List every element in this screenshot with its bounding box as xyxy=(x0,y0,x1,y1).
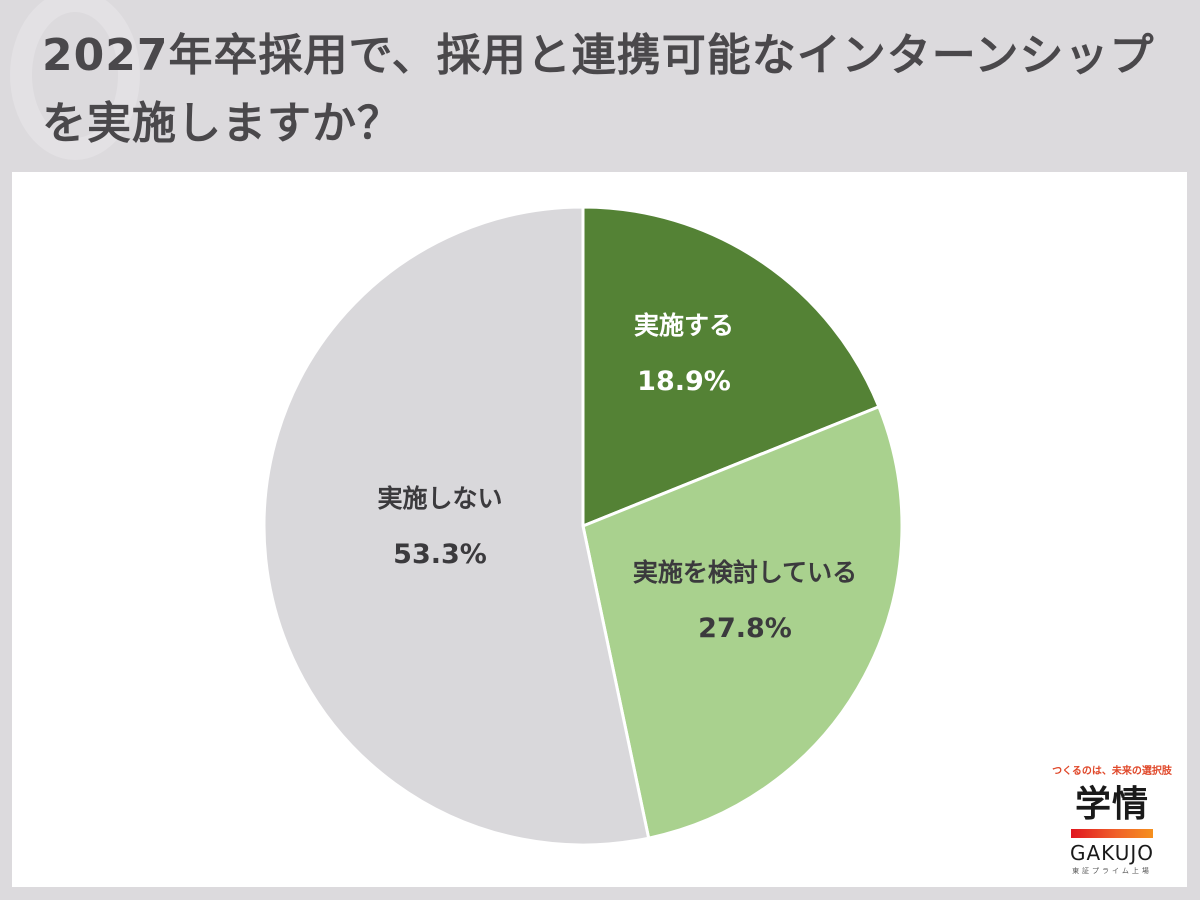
logo-kanji: 学情 xyxy=(1074,784,1149,825)
slice-label-not-implement: 実施しない 53.3% xyxy=(377,471,502,583)
chart-title: 2027年卒採用で、採用と連携可能なインターンシップを実施しますか？ xyxy=(42,30,1155,149)
slice-label-implement: 実施する 18.9% xyxy=(634,298,734,410)
slice-label-implement-pct: 18.9% xyxy=(637,366,731,397)
slice-label-considering: 実施を検討している 27.8% xyxy=(633,545,857,657)
slice-label-considering-pct: 27.8% xyxy=(698,613,792,644)
logo-tagline: つくるのは、未来の選択肢 xyxy=(1052,766,1172,777)
logo-english: GAKUJO xyxy=(1069,841,1155,865)
logo-subcaption: 東証プライム上場 xyxy=(1072,867,1152,875)
pie-slice-not-implement xyxy=(262,205,651,847)
pie-slice-considering xyxy=(581,405,904,840)
slice-label-not-implement-pct: 53.3% xyxy=(393,539,487,570)
slice-label-not-implement-name: 実施しない xyxy=(377,484,503,513)
gakujo-logo: つくるのは、未来の選択肢 学情 GAKUJO 東証プライム上場 xyxy=(1052,762,1172,876)
pie-slice-implement xyxy=(581,205,881,528)
slice-label-implement-name: 実施する xyxy=(633,311,735,340)
pie-slices xyxy=(262,205,904,847)
logo-gradient-bar xyxy=(1071,829,1153,838)
slice-label-considering-name: 実施を検討している xyxy=(632,558,858,587)
